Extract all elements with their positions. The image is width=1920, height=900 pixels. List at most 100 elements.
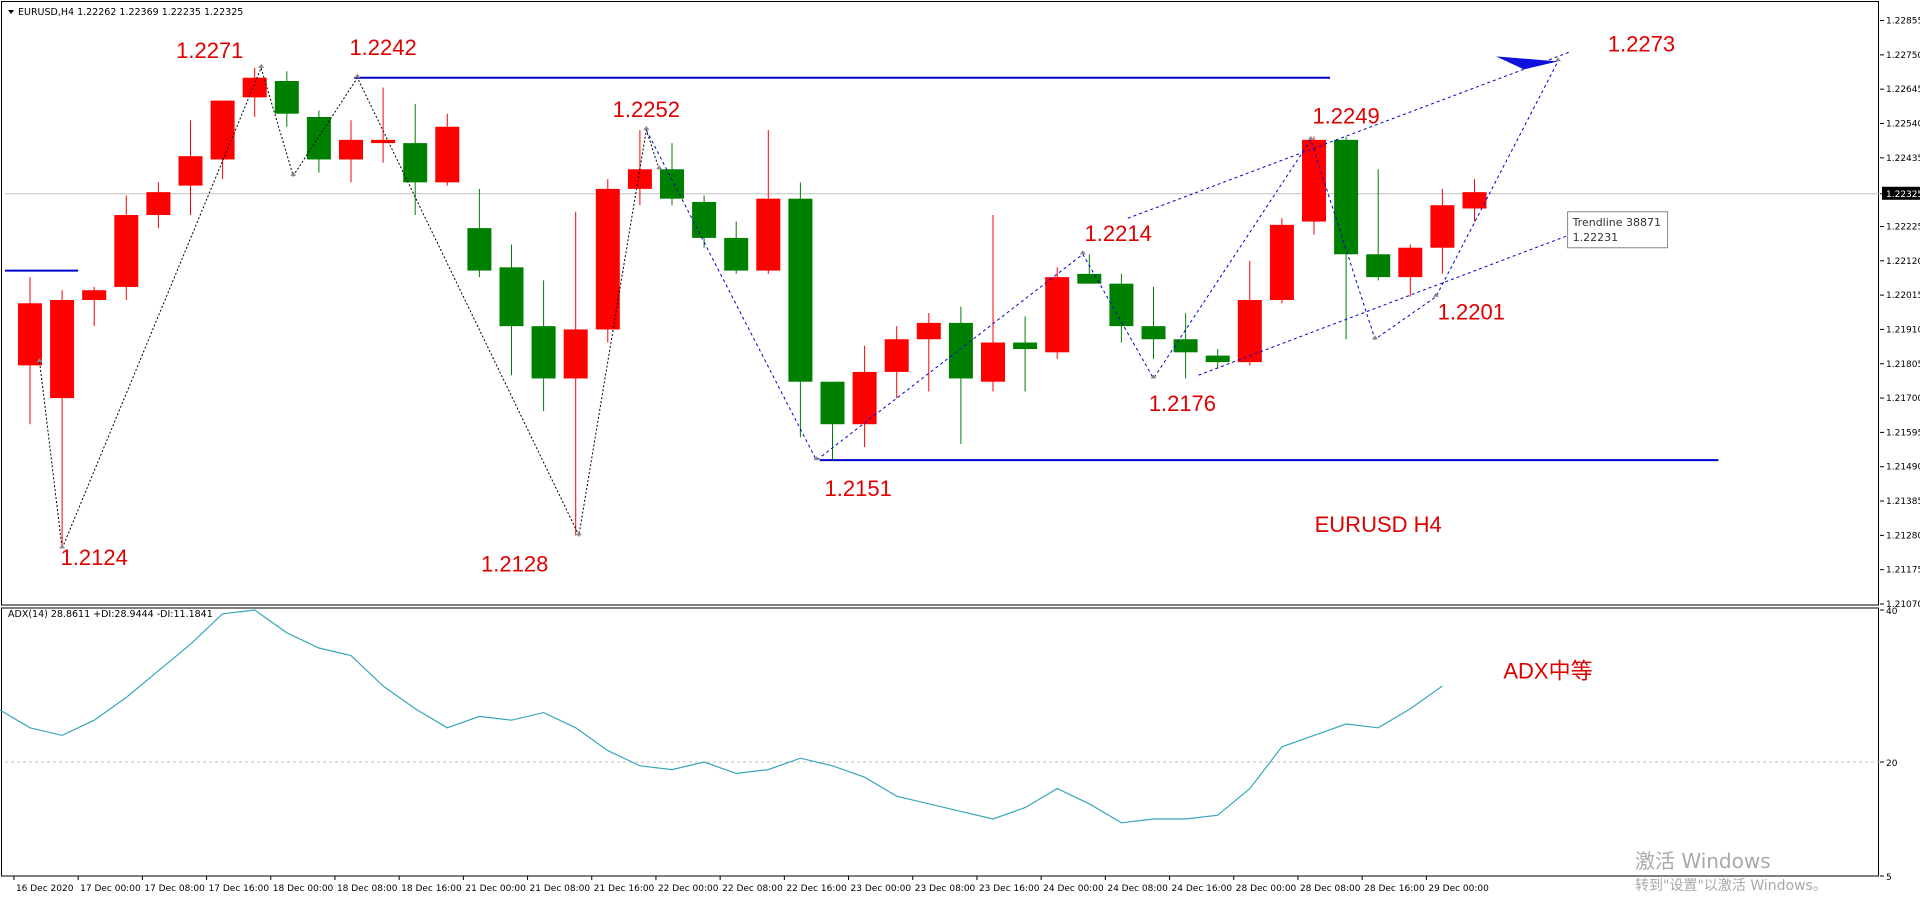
time-axis-label: 17 Dec 08:00 xyxy=(144,884,205,894)
bull-candle xyxy=(1269,224,1294,301)
price-axis-label: 1.21385 xyxy=(1886,497,1920,507)
price-axis-label: 1.21175 xyxy=(1886,566,1920,576)
time-axis-label: 24 Dec 16:00 xyxy=(1172,884,1233,894)
pivot-marker xyxy=(643,126,650,131)
bear-candle xyxy=(692,201,717,238)
price-annotation: 1.2151 xyxy=(825,476,892,501)
projection-trend-line xyxy=(645,61,1559,461)
bull-candle xyxy=(1462,192,1487,209)
bull-candle xyxy=(916,322,941,340)
time-axis-label: 18 Dec 00:00 xyxy=(273,884,334,894)
time-axis-label: 22 Dec 16:00 xyxy=(786,884,847,894)
price-axis-label: 1.22750 xyxy=(1886,51,1920,61)
bull-candle xyxy=(82,290,107,301)
time-axis-label: 21 Dec 00:00 xyxy=(465,884,526,894)
bear-candle xyxy=(1173,339,1198,353)
time-axis-label: 22 Dec 00:00 xyxy=(658,884,719,894)
bear-candle xyxy=(660,169,684,199)
pivot-marker xyxy=(1307,135,1314,140)
time-axis-label: 17 Dec 16:00 xyxy=(209,884,270,894)
price-axis-label: 1.21595 xyxy=(1886,428,1920,438)
price-annotation: 1.2201 xyxy=(1438,300,1505,325)
time-axis-label: 24 Dec 00:00 xyxy=(1043,884,1104,894)
time-axis-label: 16 Dec 2020 xyxy=(16,884,74,894)
time-axis-label: 21 Dec 16:00 xyxy=(594,884,655,894)
price-annotation: 1.2176 xyxy=(1149,391,1216,416)
bull-candle xyxy=(242,77,267,98)
time-axis-label: 23 Dec 16:00 xyxy=(979,884,1040,894)
current-price-box xyxy=(1882,186,1920,200)
price-axis-label: 1.22225 xyxy=(1886,222,1920,232)
pivot-marker xyxy=(290,171,297,176)
time-axis-label: 24 Dec 08:00 xyxy=(1107,884,1168,894)
price-axis-label: 1.22540 xyxy=(1886,120,1920,130)
price-axis-label: 1.21700 xyxy=(1886,394,1920,404)
price-axis-label: 1.21490 xyxy=(1886,463,1920,473)
adx-axis-label: 5 xyxy=(1886,873,1892,883)
price-annotation: EURUSD H4 xyxy=(1315,512,1442,537)
bull-candle xyxy=(756,198,781,271)
pivot-marker xyxy=(1432,292,1439,297)
bear-candle xyxy=(1334,139,1359,255)
price-annotation: 1.2128 xyxy=(481,551,548,576)
pivot-marker xyxy=(1150,374,1157,379)
bull-candle xyxy=(563,329,588,379)
main-pane-frame xyxy=(1,1,1879,606)
time-axis-label: 17 Dec 00:00 xyxy=(80,884,141,894)
bear-candle xyxy=(788,198,813,382)
bull-candle xyxy=(1430,205,1455,248)
bull-candle xyxy=(627,169,652,189)
adx-axis-label: 40 xyxy=(1886,607,1898,617)
price-annotation: 1.2252 xyxy=(613,97,680,122)
time-axis-label: 23 Dec 08:00 xyxy=(915,884,976,894)
price-axis-label: 1.22435 xyxy=(1886,154,1920,164)
adx-pane-frame xyxy=(1,607,1879,877)
pivot-marker xyxy=(656,165,663,170)
time-axis-label: 18 Dec 08:00 xyxy=(337,884,398,894)
time-axis-label: 18 Dec 16:00 xyxy=(401,884,462,894)
price-axis-label: 1.21280 xyxy=(1886,531,1920,541)
bear-candle xyxy=(724,237,749,271)
price-axis-label: 1.22120 xyxy=(1886,257,1920,267)
bear-candle xyxy=(820,381,845,425)
pivot-marker xyxy=(1371,335,1378,340)
adx-axis-label: 20 xyxy=(1886,759,1898,769)
price-axis-label: 1.21070 xyxy=(1886,600,1920,610)
price-annotation: 1.2249 xyxy=(1312,104,1379,129)
bull-candle xyxy=(18,303,42,366)
bull-candle xyxy=(852,371,877,425)
price-axis-label: 1.21910 xyxy=(1886,325,1920,335)
bull-candle xyxy=(210,100,235,160)
pivot-marker xyxy=(36,358,43,363)
price-annotation: 1.2273 xyxy=(1608,32,1675,57)
price-annotation: 1.2271 xyxy=(176,38,243,63)
time-axis-label: 28 Dec 16:00 xyxy=(1364,884,1425,894)
bull-candle xyxy=(50,300,75,399)
bear-candle xyxy=(499,267,524,327)
bear-candle xyxy=(306,116,331,160)
trendline-tooltip xyxy=(1567,211,1669,249)
bear-candle xyxy=(274,81,299,114)
pivot-marker xyxy=(354,73,361,78)
pivot-marker xyxy=(1079,250,1086,255)
adx-series-line xyxy=(0,609,1443,824)
bear-candle xyxy=(531,326,556,379)
price-axis-label: 1.21805 xyxy=(1886,360,1920,370)
price-axis-label: 1.22015 xyxy=(1886,291,1920,301)
trendline-tooltip-title: Trendline 38871 xyxy=(1572,216,1661,229)
bear-candle xyxy=(1109,283,1134,327)
price-axis-label-current: 1.22325 xyxy=(1886,190,1920,200)
zigzag-line xyxy=(39,66,660,551)
pivot-marker xyxy=(59,544,66,549)
bull-candle xyxy=(1237,300,1262,363)
bull-candle xyxy=(435,126,460,183)
bear-candle xyxy=(1141,326,1166,340)
price-annotation: 1.2124 xyxy=(61,545,128,570)
bull-candle xyxy=(884,339,909,372)
windows-watermark-subtitle: 转到"设置"以激活 Windows。 xyxy=(1635,877,1827,894)
pivot-marker xyxy=(575,531,582,536)
target-arrow-icon xyxy=(1495,56,1558,70)
bull-candle xyxy=(371,139,396,144)
